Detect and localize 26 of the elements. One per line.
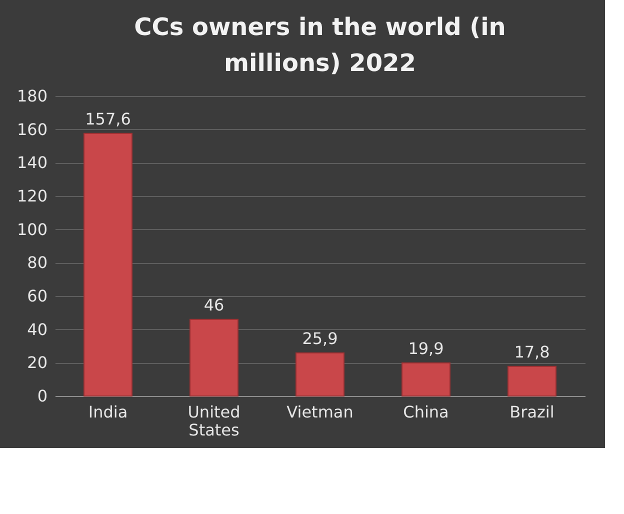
- data-label: 19,9: [408, 338, 444, 358]
- bar: [402, 362, 450, 396]
- y-tick-label: 160: [16, 120, 48, 139]
- y-tick-label: 0: [37, 386, 48, 406]
- y-tick-label: 80: [27, 253, 48, 272]
- y-tick-label: 20: [27, 353, 48, 372]
- y-tick-label: 180: [16, 86, 48, 106]
- y-tick-label: 60: [27, 286, 48, 306]
- data-label: 17,8: [514, 342, 550, 362]
- x-tick-label: United States: [188, 402, 240, 440]
- bar: [190, 318, 238, 396]
- chart-title: CCs owners in the world (in millions) 2022: [134, 13, 506, 77]
- y-tick-label: 100: [16, 220, 48, 239]
- y-tick-label: 120: [16, 186, 48, 206]
- data-label: 25,9: [302, 328, 338, 348]
- x-tick-label: Vietman: [286, 402, 354, 422]
- data-label: 157,6: [85, 109, 131, 128]
- bar: [296, 352, 344, 396]
- bar: [84, 132, 132, 396]
- x-tick-label: Brazil: [510, 402, 554, 422]
- y-tick-label: 40: [27, 320, 48, 339]
- y-tick-label: 140: [16, 153, 48, 172]
- data-label: 46: [204, 295, 224, 314]
- x-tick-label: China: [403, 402, 449, 422]
- x-tick-label: India: [88, 402, 128, 422]
- bar: [508, 366, 556, 396]
